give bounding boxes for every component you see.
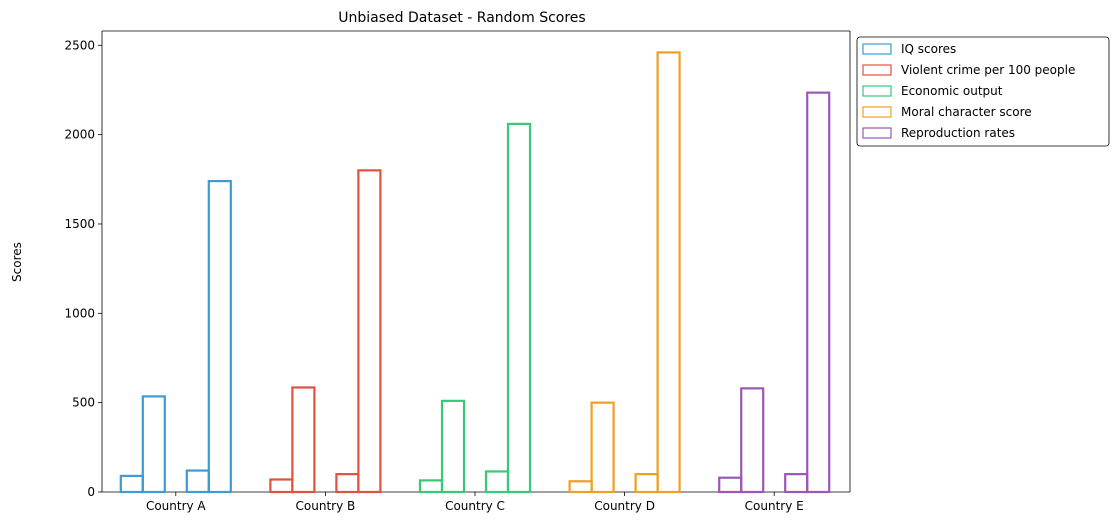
legend-swatch — [862, 43, 892, 55]
bar — [440, 399, 466, 494]
legend-label: IQ scores — [901, 42, 956, 56]
x-tick-label: Country B — [296, 499, 356, 513]
y-tick-label: 2500 — [64, 38, 95, 52]
bar — [119, 474, 144, 494]
y-axis-label: Scores — [10, 242, 24, 282]
x-tick-label: Country A — [146, 499, 206, 513]
bar — [590, 401, 615, 494]
legend-label: Reproduction rates — [901, 126, 1015, 140]
bar — [656, 51, 681, 494]
legend-box — [856, 36, 1110, 147]
y-tick-label: 1500 — [64, 217, 95, 231]
bars — [119, 51, 831, 494]
bar — [740, 387, 765, 494]
bar — [269, 478, 294, 494]
legend-swatch — [862, 85, 892, 97]
bar — [185, 469, 210, 494]
y-tick-label: 500 — [72, 396, 95, 410]
bar — [568, 480, 593, 494]
legend-label: Economic output — [901, 84, 1003, 98]
bar — [718, 476, 743, 494]
y-tick-label: 0 — [87, 485, 95, 499]
x-axis-ticks: Country A Country B Country C Country D Coun… — [146, 492, 804, 513]
bar — [484, 470, 510, 494]
bar — [506, 122, 532, 494]
bar — [291, 386, 316, 494]
legend-swatch — [862, 127, 892, 139]
legend-label: Violent crime per 100 people — [901, 63, 1075, 77]
bar — [335, 473, 360, 494]
y-tick-label: 2000 — [64, 128, 95, 142]
bar — [418, 479, 444, 494]
bar — [634, 473, 659, 494]
legend-swatch — [862, 106, 892, 118]
x-tick-label: Country C — [445, 499, 505, 513]
y-axis-ticks: 0 500 1000 1500 2000 2500 — [64, 38, 102, 499]
bar — [357, 169, 382, 494]
bar — [207, 179, 232, 494]
plot-frame — [101, 30, 851, 493]
y-tick-label: 1000 — [64, 306, 95, 320]
x-tick-label: Country E — [745, 499, 804, 513]
bar — [806, 91, 831, 494]
bar — [141, 395, 166, 494]
legend: IQ scores Violent crime per 100 people Eco… — [856, 36, 1110, 147]
chart-title: Unbiased Dataset - Random Scores — [338, 10, 585, 26]
legend-swatch — [862, 64, 892, 76]
legend-label: Moral character score — [901, 105, 1032, 119]
bar — [784, 473, 809, 494]
x-tick-label: Country D — [594, 499, 655, 513]
